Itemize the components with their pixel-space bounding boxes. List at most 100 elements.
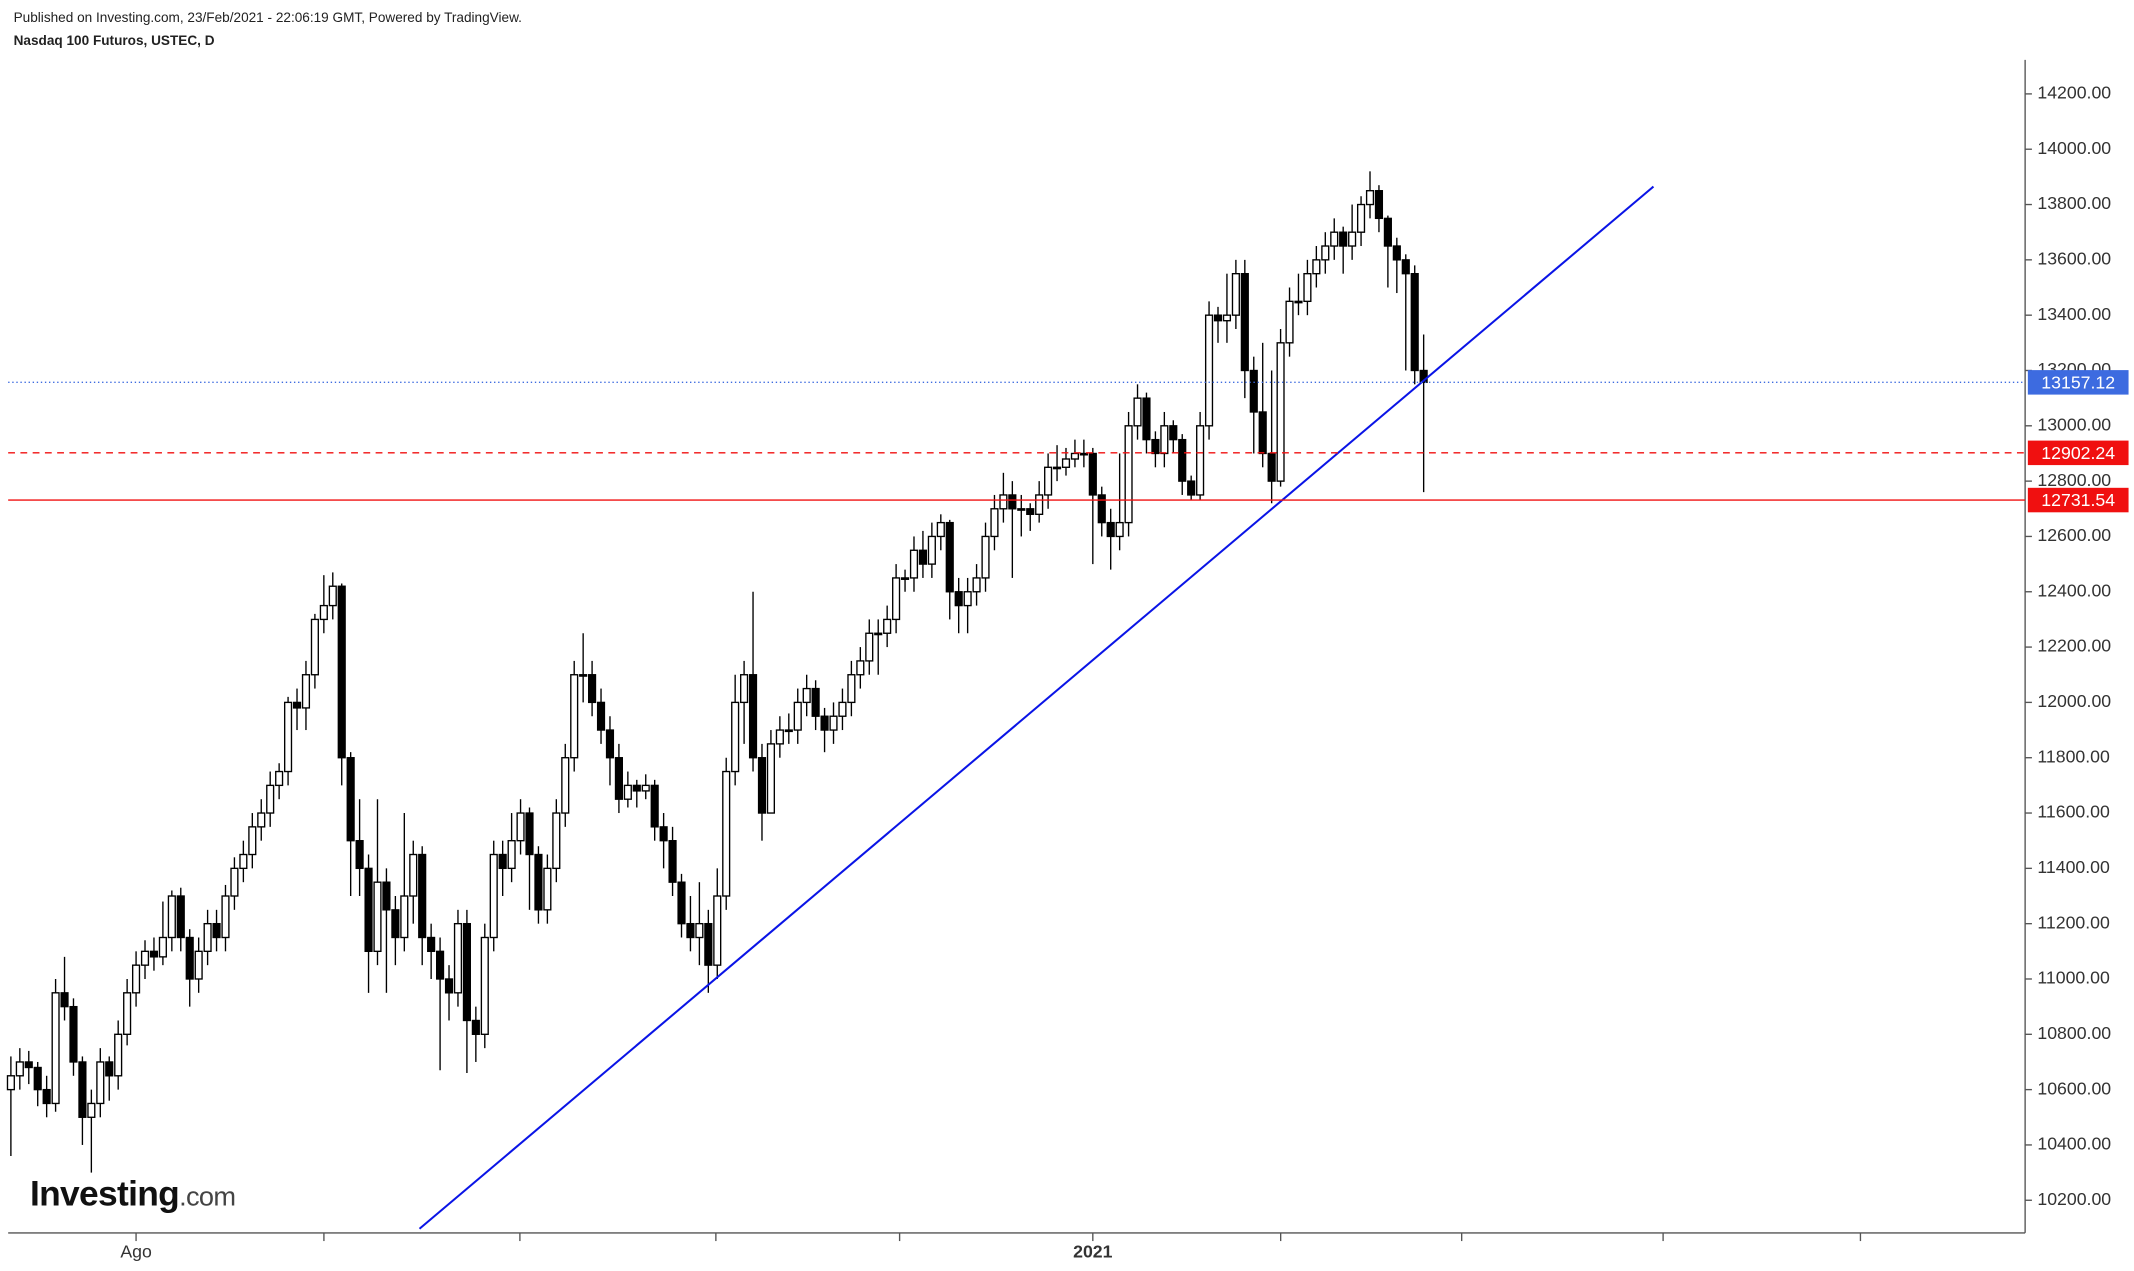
candle-body xyxy=(748,674,758,759)
candle-body xyxy=(1124,425,1133,524)
y-tick-label: 14000.00 xyxy=(2037,138,2111,158)
candle-body xyxy=(346,757,355,842)
candle-body xyxy=(1008,494,1017,510)
candle-body xyxy=(802,687,811,704)
candle-body xyxy=(1339,231,1348,247)
candle-body xyxy=(1294,300,1303,304)
candle-body xyxy=(1267,452,1276,482)
candle-body xyxy=(391,909,400,939)
candle-body xyxy=(257,812,266,828)
candle-body xyxy=(829,715,838,731)
title: Nasdaq 100 Futuros, USTEC, D xyxy=(14,33,215,48)
candle-body xyxy=(292,701,302,709)
candle-body xyxy=(1392,245,1401,261)
candle-body xyxy=(1115,521,1124,538)
candle-body xyxy=(1258,411,1267,455)
candle-body xyxy=(1044,466,1053,496)
y-tick-label: 13600.00 xyxy=(2037,249,2111,269)
candle-body xyxy=(900,577,910,580)
candle-body xyxy=(543,867,552,911)
candle-body xyxy=(990,508,999,538)
candle-body xyxy=(1348,231,1357,247)
candle-body xyxy=(677,881,686,925)
candle-body xyxy=(1410,273,1419,372)
candle-body xyxy=(865,632,874,662)
candle-body xyxy=(596,701,606,731)
candle-body xyxy=(686,922,695,939)
y-tick-label: 10200.00 xyxy=(2037,1189,2111,1209)
candle-body xyxy=(1017,508,1026,511)
candle-body xyxy=(1026,508,1035,515)
candle-body xyxy=(1330,231,1339,247)
y-tick-label: 11200.00 xyxy=(2037,912,2110,932)
y-tick-label: 11000.00 xyxy=(2037,968,2110,988)
candle-body xyxy=(722,770,731,897)
y-tick-label: 10600.00 xyxy=(2037,1078,2111,1098)
candle-body xyxy=(498,853,507,870)
candle-body xyxy=(427,936,436,953)
candle-body xyxy=(1106,521,1115,538)
candle-body xyxy=(1365,190,1375,206)
candle-body xyxy=(33,1066,42,1091)
last-price-tag xyxy=(2027,370,2129,395)
candle-body xyxy=(713,895,722,966)
axes xyxy=(8,59,2026,1242)
candle-body xyxy=(60,992,69,1008)
y-tick-label: 11800.00 xyxy=(2037,746,2110,766)
candle-body xyxy=(319,604,328,621)
candle-body xyxy=(856,660,865,676)
candle-body xyxy=(918,549,928,565)
candle-body xyxy=(140,950,150,966)
candle-body xyxy=(167,895,176,939)
candle-body xyxy=(1222,314,1232,322)
candle-body xyxy=(516,812,525,842)
y-tick-label: 12600.00 xyxy=(2037,525,2111,545)
candle-body xyxy=(659,826,668,842)
candle-body xyxy=(1356,203,1366,233)
candle-body xyxy=(301,674,311,709)
candle-body xyxy=(1070,452,1080,460)
candle-body xyxy=(444,978,454,994)
candle-body xyxy=(6,1075,15,1091)
candle-body xyxy=(525,812,534,856)
candle-body xyxy=(588,674,597,704)
candle-body xyxy=(704,922,713,966)
candle-body xyxy=(963,591,972,607)
candle-body xyxy=(507,840,516,870)
candle-body xyxy=(203,922,212,953)
y-tick-label: 14200.00 xyxy=(2037,83,2111,103)
candle-body xyxy=(838,701,847,717)
candle-body xyxy=(766,743,776,814)
candle-body xyxy=(1088,452,1097,496)
candle-body xyxy=(1187,480,1196,496)
logo-suffix: .com xyxy=(179,1181,235,1212)
candle-body xyxy=(847,674,856,704)
x-tick-label: Ago xyxy=(120,1241,152,1261)
candle-body xyxy=(266,784,275,814)
candle-body xyxy=(409,853,418,897)
last-price-label: 13157.12 xyxy=(2041,372,2115,392)
y-tick-label: 12200.00 xyxy=(2037,636,2111,656)
candle-body xyxy=(400,895,409,939)
y-tick-label: 12800.00 xyxy=(2037,470,2111,490)
candle-body xyxy=(820,715,829,731)
candle-body xyxy=(1321,245,1330,261)
candle-body xyxy=(15,1061,24,1077)
candle-body xyxy=(176,895,185,939)
candle-body xyxy=(328,585,337,607)
y-tick-label: 11600.00 xyxy=(2037,802,2110,822)
candle-body xyxy=(1169,425,1178,441)
candle-body xyxy=(1151,438,1160,455)
candle-body xyxy=(999,494,1008,510)
candle-body xyxy=(811,687,820,717)
trendline xyxy=(418,185,1655,1230)
candle-body xyxy=(149,950,159,958)
candle-body xyxy=(42,1088,51,1105)
candle-body xyxy=(221,895,230,939)
candle-body xyxy=(212,922,221,939)
candle-body xyxy=(1240,273,1249,372)
candle-body xyxy=(1133,397,1142,427)
candle-body xyxy=(230,867,239,897)
candle-body xyxy=(1160,425,1169,455)
